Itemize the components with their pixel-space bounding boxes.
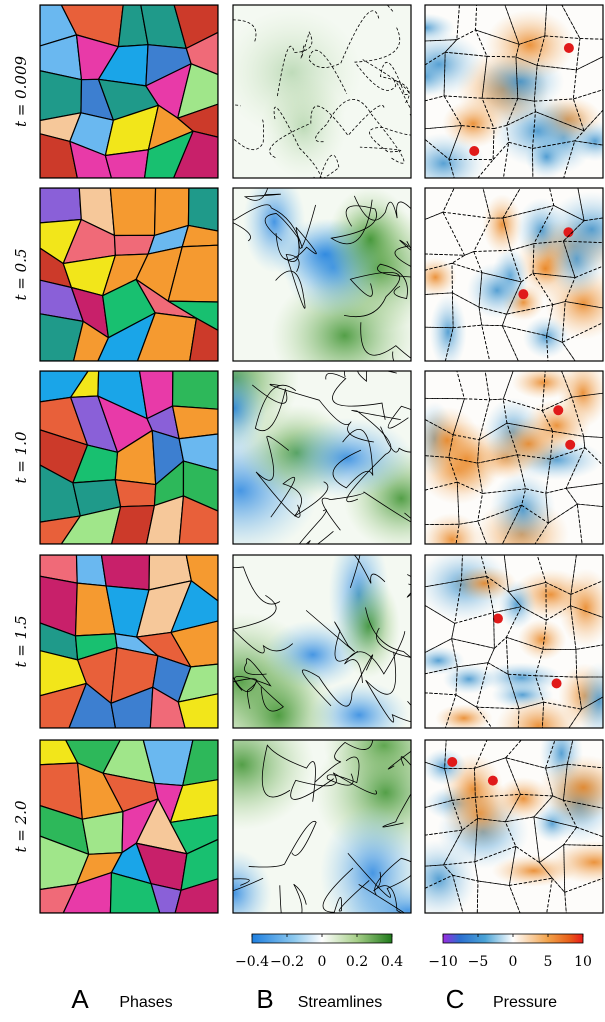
row-label: t = 0.5 bbox=[12, 249, 30, 301]
column-title: Phases bbox=[119, 994, 172, 1011]
pressure-blob bbox=[430, 294, 467, 369]
panel bbox=[401, 716, 605, 919]
column-title: Streamlines bbox=[298, 994, 382, 1011]
column-letter: C bbox=[446, 984, 465, 1014]
panel bbox=[40, 371, 218, 544]
row-label: t = 2.0 bbox=[12, 800, 30, 852]
row-label: t = 1.5 bbox=[12, 616, 30, 668]
phase-cell bbox=[173, 371, 218, 409]
pressure-spot bbox=[469, 146, 479, 156]
colorbar-tick-label: 5 bbox=[544, 954, 553, 970]
row-label: t = 1.0 bbox=[12, 431, 30, 483]
colorbar-tick-label: 0 bbox=[509, 954, 518, 970]
pressure-blob bbox=[467, 262, 527, 319]
panel bbox=[40, 188, 218, 361]
pressure-blob bbox=[525, 135, 568, 179]
colorbar-tick-label: −10 bbox=[428, 954, 458, 970]
colorbar-tick-label: 0.4 bbox=[381, 954, 403, 970]
pressure-spot bbox=[565, 440, 575, 450]
phase-cell bbox=[40, 188, 81, 223]
phase-cell bbox=[82, 812, 123, 855]
pressure-spot bbox=[552, 678, 562, 688]
colorbar-tick-label: 0.2 bbox=[346, 954, 368, 970]
panel bbox=[412, 547, 605, 756]
column-title: Pressure bbox=[493, 994, 557, 1011]
colorbar-tick-label: −5 bbox=[468, 954, 489, 970]
panel bbox=[414, 188, 605, 370]
panel bbox=[40, 5, 218, 178]
pressure-spot bbox=[493, 614, 503, 624]
phase-cell bbox=[173, 406, 218, 439]
pressure-spot bbox=[488, 776, 498, 786]
pressure-spot bbox=[564, 43, 574, 53]
flow-blob bbox=[222, 8, 361, 137]
pressure-blob bbox=[482, 194, 522, 255]
pressure-spot bbox=[553, 405, 563, 415]
panel bbox=[40, 740, 218, 913]
panel bbox=[414, 358, 605, 570]
colorbar-tick-label: 0 bbox=[318, 954, 327, 970]
row-label: t = 0.009 bbox=[12, 56, 30, 128]
column-letter: A bbox=[71, 984, 89, 1014]
pressure-blob bbox=[414, 407, 480, 474]
phase-cell bbox=[40, 71, 82, 121]
pressure-blob bbox=[498, 580, 536, 629]
panel bbox=[40, 555, 218, 728]
pressure-blob bbox=[523, 316, 570, 358]
column-letter: B bbox=[256, 984, 273, 1014]
phase-cell bbox=[188, 188, 218, 231]
pressure-blob bbox=[401, 839, 476, 918]
pressure-blob bbox=[422, 748, 467, 785]
pressure-blob bbox=[490, 470, 556, 549]
pressure-blob bbox=[492, 855, 576, 887]
colorbar-tick-label: −0.2 bbox=[270, 954, 304, 970]
pressure-blob bbox=[490, 417, 567, 471]
figure: t = 0.009 t = 0.5 t = 1.0 t = 1.5 t = 2.0 −0.… bbox=[0, 0, 605, 1022]
flow-blob bbox=[320, 805, 425, 940]
pressure-blob bbox=[442, 100, 504, 149]
phase-cell bbox=[110, 188, 155, 235]
phase-cell bbox=[115, 480, 155, 507]
pressure-spot bbox=[518, 289, 528, 299]
pressure-blob bbox=[485, 10, 575, 81]
panel bbox=[395, 5, 605, 194]
colorbar-tick-label: 10 bbox=[574, 954, 592, 970]
pressure-spot bbox=[447, 757, 457, 767]
colorbar-tick-label: −0.4 bbox=[235, 954, 269, 970]
phase-cell bbox=[101, 555, 149, 590]
